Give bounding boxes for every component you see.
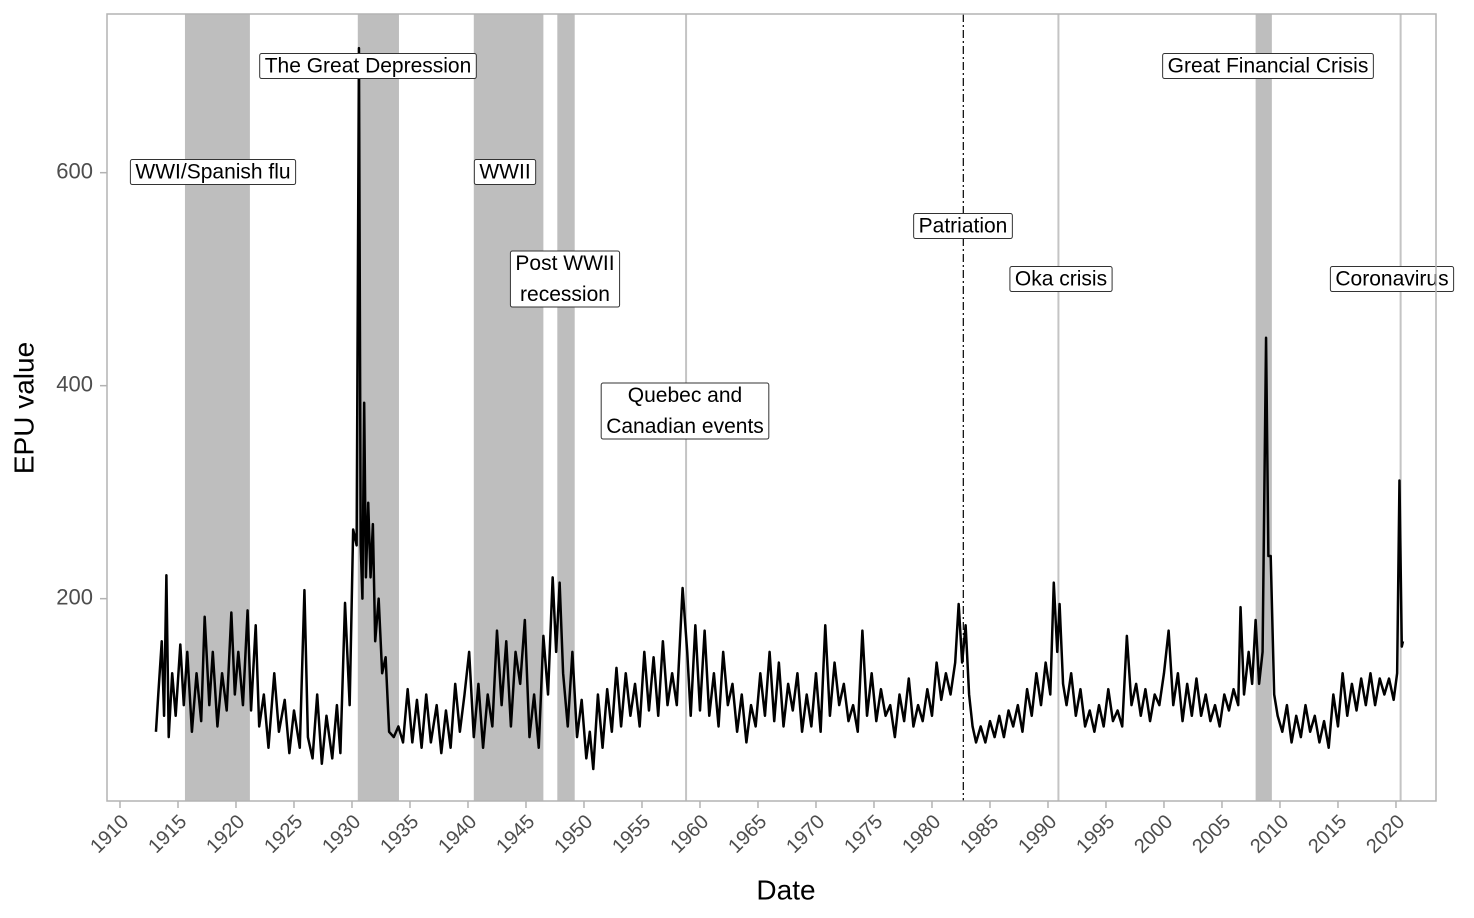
y-tick-label: 600 — [56, 158, 93, 183]
label-text: Great Financial Crisis — [1168, 55, 1369, 78]
label-box — [473, 159, 537, 186]
x-tick-label: 1930 — [318, 811, 365, 858]
annotation-label: WWI/Spanish flu — [129, 159, 297, 186]
label-box — [129, 159, 297, 186]
x-tick-label: 1940 — [434, 811, 481, 858]
label-text: WWI/Spanish flu — [135, 161, 290, 184]
x-tick-label: 1935 — [376, 811, 423, 858]
x-tick-label: 1980 — [898, 811, 945, 858]
label-text: WWII — [479, 161, 530, 184]
x-tick-label: 1970 — [782, 811, 829, 858]
label-text: Quebec and — [628, 384, 742, 407]
x-tick-label: 1990 — [1014, 811, 1061, 858]
x-tick-label: 2000 — [1130, 811, 1177, 858]
x-tick-label: 1915 — [144, 811, 191, 858]
x-tick-label: 2005 — [1188, 811, 1235, 858]
annotation-label: Quebec and Canadian events — [600, 382, 770, 440]
label-box — [1329, 266, 1455, 293]
label-text: Post WWII — [515, 252, 614, 275]
y-axis-title: EPU value — [8, 342, 39, 474]
label-text: Patriation — [919, 215, 1008, 238]
label-box — [509, 250, 621, 308]
x-tick-label: 1910 — [86, 811, 133, 858]
x-tick-label: 2020 — [1362, 811, 1409, 858]
label-text: The Great Depression — [265, 55, 472, 78]
label-text: recession — [520, 283, 610, 306]
x-tick-label: 1995 — [1072, 811, 1119, 858]
label-box — [1162, 53, 1374, 80]
x-tick-label: 1920 — [202, 811, 249, 858]
shaded-period — [1255, 14, 1272, 801]
annotation-label: Patriation — [913, 213, 1013, 240]
x-tick-label: 2015 — [1304, 811, 1351, 858]
label-box — [1009, 266, 1113, 293]
label-text: Canadian events — [606, 415, 764, 438]
epu-line — [154, 46, 1405, 771]
annotation-label: The Great Depression — [259, 53, 477, 80]
annotation-label: Great Financial Crisis — [1162, 53, 1374, 80]
shaded-period — [557, 14, 575, 801]
annotation-label: Coronavirus — [1329, 266, 1455, 293]
x-tick-label: 1955 — [608, 811, 655, 858]
x-tick-label: 1985 — [956, 811, 1003, 858]
label-box — [259, 53, 477, 80]
label-text: Oka crisis — [1015, 268, 1107, 291]
annotation-layer — [184, 14, 1402, 801]
x-tick-label: 1925 — [260, 811, 307, 858]
label-text: Coronavirus — [1335, 268, 1448, 291]
annotation-label: WWII — [473, 159, 537, 186]
annotation-label: Oka crisis — [1009, 266, 1113, 293]
y-tick-label: 200 — [56, 584, 93, 609]
x-tick-label: 1945 — [492, 811, 539, 858]
label-box — [913, 213, 1013, 240]
annotation-label: Post WWII recession — [509, 250, 621, 308]
data-layer — [154, 14, 1405, 801]
x-tick-label: 1975 — [840, 811, 887, 858]
x-tick-label: 1960 — [666, 811, 713, 858]
y-tick-label: 400 — [56, 371, 93, 396]
x-axis-title: Date — [756, 874, 815, 905]
plot-border — [106, 13, 1437, 802]
x-tick-label: 1965 — [724, 811, 771, 858]
label-box — [600, 382, 770, 440]
x-tick-label: 2010 — [1246, 811, 1293, 858]
label-layer: WWI/Spanish flu The Great Depression WWII P… — [129, 53, 1455, 440]
x-tick-label: 1950 — [550, 811, 597, 858]
